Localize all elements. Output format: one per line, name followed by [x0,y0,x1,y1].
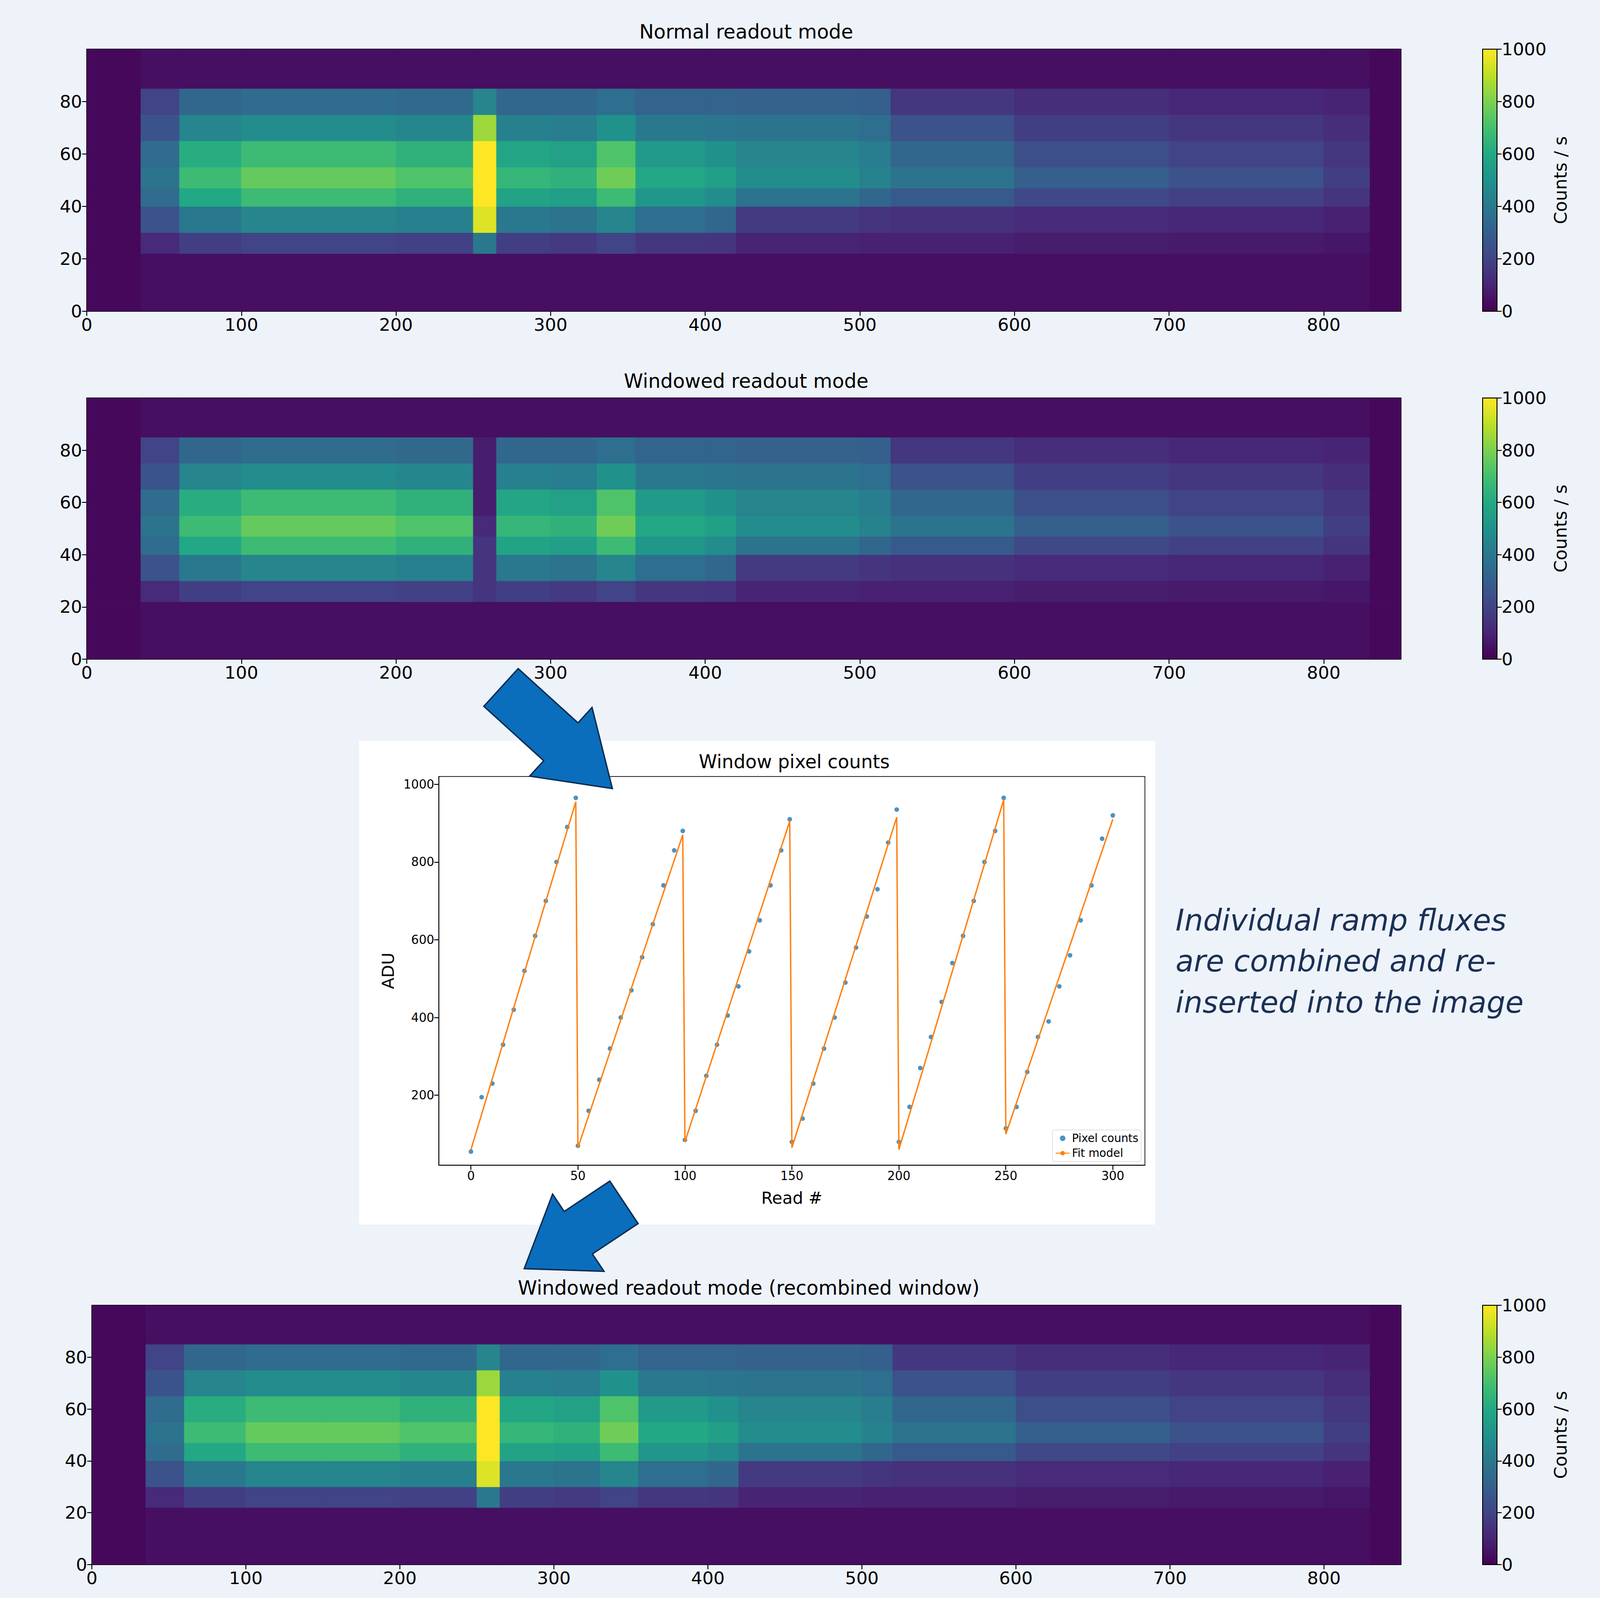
svg-text:400: 400 [1501,196,1536,217]
svg-text:100: 100 [224,314,259,335]
svg-text:80: 80 [64,1347,88,1368]
svg-text:0: 0 [70,301,83,322]
svg-text:Counts / s: Counts / s [1550,136,1571,225]
svg-text:40: 40 [64,1450,88,1472]
svg-text:500: 500 [842,662,877,683]
svg-text:300: 300 [533,314,568,335]
svg-text:Window pixel counts: Window pixel counts [698,751,890,773]
svg-text:150: 150 [780,1169,804,1183]
svg-text:0: 0 [1501,1554,1513,1575]
svg-text:Windowed readout mode: Windowed readout mode [623,369,869,393]
svg-text:20: 20 [59,596,83,617]
svg-text:100: 100 [229,1567,264,1589]
svg-text:600: 600 [411,932,435,947]
svg-text:800: 800 [1306,662,1341,683]
svg-text:250: 250 [994,1169,1018,1183]
svg-text:700: 700 [1152,314,1187,335]
svg-text:Fit model: Fit model [1072,1146,1124,1160]
svg-text:100: 100 [224,662,259,683]
svg-text:20: 20 [64,1502,88,1523]
svg-text:0: 0 [467,1169,476,1183]
svg-text:500: 500 [845,1567,880,1589]
svg-text:400: 400 [1501,544,1536,566]
svg-text:1000: 1000 [1501,1295,1547,1316]
svg-text:200: 200 [379,662,413,683]
svg-text:300: 300 [533,662,568,683]
svg-text:60: 60 [59,492,83,513]
svg-text:0: 0 [76,1554,88,1575]
svg-text:Pixel counts: Pixel counts [1072,1131,1139,1145]
svg-text:300: 300 [1101,1169,1125,1183]
svg-text:800: 800 [411,854,435,869]
svg-text:0: 0 [70,648,83,670]
svg-text:60: 60 [64,1399,88,1420]
svg-text:800: 800 [1501,440,1536,461]
svg-text:600: 600 [1501,1399,1536,1420]
svg-text:600: 600 [1501,492,1536,513]
svg-text:200: 200 [411,1088,435,1103]
svg-text:50: 50 [570,1169,586,1183]
svg-text:0: 0 [1501,301,1513,322]
svg-text:700: 700 [1152,662,1187,683]
svg-text:600: 600 [997,314,1032,335]
svg-text:0: 0 [86,1567,98,1589]
svg-text:1000: 1000 [1501,38,1547,60]
svg-text:20: 20 [59,248,83,270]
svg-text:0: 0 [81,314,93,335]
svg-text:200: 200 [1501,248,1536,270]
svg-text:80: 80 [59,440,83,461]
svg-text:800: 800 [1501,91,1536,112]
svg-text:1000: 1000 [1501,387,1547,409]
svg-text:800: 800 [1501,1347,1536,1368]
svg-text:0: 0 [1501,648,1513,670]
svg-text:500: 500 [842,314,877,335]
svg-text:600: 600 [999,1567,1034,1589]
svg-text:200: 200 [887,1169,911,1183]
svg-text:400: 400 [691,1567,726,1589]
svg-text:400: 400 [688,314,723,335]
svg-text:200: 200 [1501,1502,1536,1523]
svg-text:200: 200 [379,314,413,335]
svg-text:Counts / s: Counts / s [1550,484,1571,573]
svg-text:200: 200 [1501,596,1536,617]
svg-text:800: 800 [1307,1567,1342,1589]
svg-text:Windowed readout mode (recombi: Windowed readout mode (recombined window… [517,1276,980,1300]
svg-text:40: 40 [59,544,83,566]
svg-text:ADU: ADU [378,952,398,990]
svg-text:Normal readout mode: Normal readout mode [639,20,854,44]
html-text:Individual ramp fluxes are com: Individual ramp fluxes are combined and … [1175,903,1524,1020]
svg-text:400: 400 [1501,1450,1536,1472]
svg-text:400: 400 [688,662,723,683]
svg-text:100: 100 [673,1169,697,1183]
svg-text:800: 800 [1306,314,1341,335]
svg-text:1000: 1000 [403,777,435,792]
svg-text:0: 0 [81,662,93,683]
svg-text:600: 600 [1501,143,1536,165]
svg-text:300: 300 [537,1567,572,1589]
svg-text:400: 400 [411,1010,435,1025]
svg-text:700: 700 [1153,1567,1188,1589]
svg-text:Counts / s: Counts / s [1550,1391,1571,1479]
svg-text:60: 60 [59,143,83,165]
svg-text:40: 40 [59,196,83,217]
svg-text:Read #: Read # [761,1188,823,1208]
svg-text:80: 80 [59,91,83,112]
svg-text:600: 600 [997,662,1032,683]
svg-text:200: 200 [383,1567,418,1589]
